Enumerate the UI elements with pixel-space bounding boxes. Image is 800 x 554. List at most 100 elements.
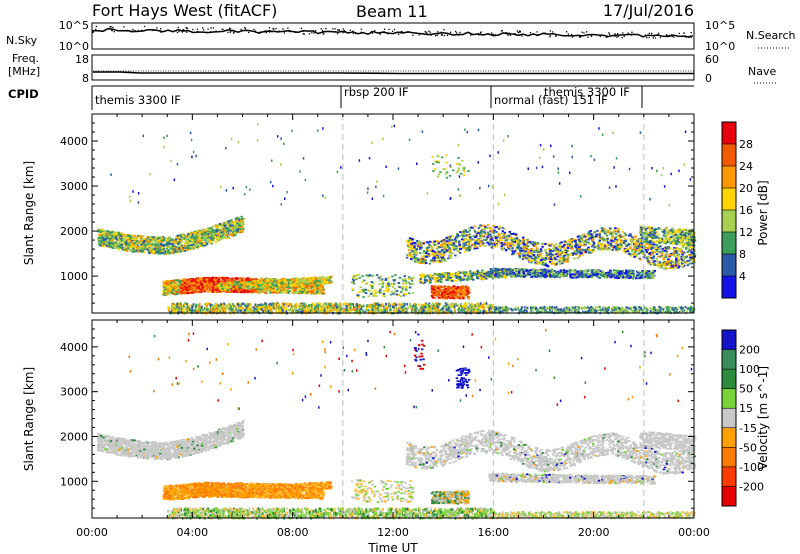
data-cell — [185, 247, 188, 250]
data-cell — [446, 304, 448, 307]
data-cell — [238, 286, 242, 289]
data-cell — [244, 288, 248, 291]
data-cell — [320, 285, 323, 288]
data-cell — [128, 249, 132, 252]
data-cell — [422, 303, 424, 307]
noise-search-dot — [552, 31, 554, 33]
noise-search-dot — [621, 37, 623, 39]
noise-search-dot — [202, 27, 204, 29]
data-cell — [187, 241, 191, 244]
data-cell — [239, 218, 242, 221]
noise-search-dot — [571, 36, 574, 38]
data-cell — [205, 235, 208, 238]
data-cell — [195, 285, 198, 287]
data-cell — [293, 279, 296, 282]
data-cell — [101, 240, 104, 242]
noise-search-dot — [387, 33, 389, 35]
data-cell — [203, 283, 206, 286]
data-cell — [226, 305, 228, 309]
data-cell — [170, 285, 173, 288]
data-cell — [116, 243, 120, 246]
data-cell — [231, 289, 234, 292]
noise-search-dot — [156, 27, 158, 29]
noise-search-dot — [343, 30, 346, 32]
data-cell — [382, 310, 385, 313]
data-cell — [235, 286, 239, 289]
data-cell — [321, 286, 324, 289]
data-cell — [195, 307, 198, 311]
data-cell — [248, 277, 251, 280]
data-cell — [128, 238, 131, 240]
data-cell — [206, 286, 209, 289]
data-cell — [214, 287, 218, 290]
noise-search-dot — [581, 31, 583, 33]
data-cell — [311, 291, 315, 293]
noise-search-dot — [425, 31, 427, 33]
data-cell — [217, 234, 220, 237]
data-cell — [295, 303, 298, 306]
data-cell — [173, 281, 176, 284]
data-cell — [201, 284, 204, 287]
data-cell — [97, 237, 101, 239]
data-cell — [468, 302, 471, 305]
data-cell — [490, 307, 493, 310]
noise-search-dot — [132, 28, 134, 31]
noise-search-dot — [312, 30, 314, 32]
data-cell — [240, 231, 244, 233]
data-cell — [125, 242, 128, 245]
data-cell — [131, 245, 135, 248]
noise-search-dot — [566, 31, 568, 33]
data-cell — [267, 282, 270, 285]
data-cell — [193, 234, 196, 237]
data-cell — [236, 281, 239, 284]
data-cell — [314, 306, 316, 309]
data-cell — [253, 283, 256, 286]
noise-search-dot — [457, 34, 459, 36]
data-cell — [307, 279, 310, 282]
data-cell — [127, 240, 130, 243]
noise-search-dot — [615, 36, 618, 38]
data-cell — [251, 279, 255, 282]
data-cell — [172, 279, 175, 282]
data-cell — [359, 304, 361, 307]
data-cell — [179, 302, 182, 305]
data-cell — [122, 243, 125, 246]
data-cell — [145, 241, 148, 244]
data-cell — [366, 307, 368, 310]
data-cell — [233, 279, 237, 282]
data-cell — [232, 226, 235, 229]
noise-search-dot — [383, 31, 385, 33]
data-cell — [425, 302, 427, 305]
noise-search-dot — [428, 30, 430, 32]
data-cell — [163, 282, 166, 285]
data-cell — [238, 230, 241, 233]
data-cell — [238, 218, 241, 221]
data-cell — [467, 306, 470, 309]
data-cell — [155, 249, 158, 252]
data-cell — [216, 226, 220, 229]
data-cell — [214, 234, 218, 237]
noise-search-dot — [371, 32, 374, 34]
data-cell — [122, 237, 125, 240]
data-cell — [238, 227, 241, 229]
data-cell — [167, 289, 170, 292]
data-cell — [184, 288, 188, 291]
data-cell — [287, 303, 290, 306]
station-title: Fort Hays West (fitACF) — [92, 1, 277, 20]
data-cell — [174, 293, 177, 296]
noise-search-dot — [126, 30, 128, 32]
data-cell — [260, 288, 264, 291]
data-cell — [192, 303, 195, 307]
data-cell — [186, 303, 188, 306]
data-cell — [241, 306, 243, 310]
data-cell — [316, 303, 319, 306]
data-cell — [376, 305, 378, 308]
data-cell — [173, 291, 176, 294]
data-cell — [201, 239, 204, 242]
data-cell — [177, 247, 181, 249]
data-cell — [349, 309, 352, 312]
data-cell — [131, 239, 135, 241]
data-cell — [299, 278, 302, 280]
data-cell — [284, 283, 287, 286]
data-cell — [421, 308, 423, 311]
